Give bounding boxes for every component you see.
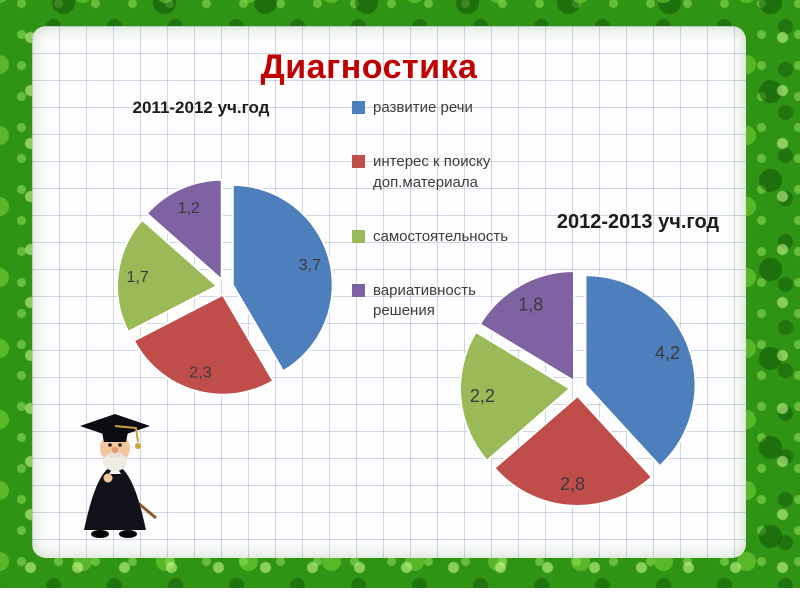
pie-value-label: 3,7: [299, 257, 321, 274]
legend-item: вариативность решения: [352, 281, 527, 322]
pie-slice: [492, 394, 654, 507]
pie-value-label: 1,7: [127, 269, 149, 286]
slide-title: Диагностика: [260, 48, 478, 86]
pie-slice: [116, 218, 219, 334]
pie-chart-2011-2012: 3,7 2,3 1,7 1,2: [116, 178, 334, 396]
professor-beard: [103, 453, 127, 471]
legend-label: самостоятельность: [373, 227, 509, 245]
cap-tassel-end: [135, 443, 141, 449]
professor-mustache: [107, 452, 123, 458]
legend-swatch: [352, 284, 365, 297]
legend-label: развитие речи: [373, 99, 473, 116]
chart-title-2012-2013: 2012-2013 уч.год: [556, 211, 720, 233]
legend-item: интерес к поиску доп.материала: [352, 152, 527, 193]
pie-slice: [478, 270, 576, 383]
pie-slice: [584, 274, 697, 468]
legend-item: самостоятельность: [352, 227, 527, 247]
chart-legend: развитие речи интерес к поиску доп.матери…: [352, 98, 527, 322]
professor-eye: [108, 443, 112, 447]
pie-slice: [145, 178, 223, 282]
pie-value-label: 2,2: [470, 386, 495, 406]
pie-slice: [132, 293, 275, 396]
professor-mascot-illustration: [80, 414, 157, 538]
legend-label: интерес к поиску доп.материала: [373, 153, 491, 191]
professor-robe: [84, 464, 146, 530]
professor-hand: [103, 473, 113, 483]
professor-shoe: [119, 530, 137, 538]
legend-swatch: [352, 155, 365, 169]
pie-value-label: 2,3: [189, 365, 211, 382]
professor-nose: [111, 446, 119, 454]
chart-title-2011-2012: 2011-2012 уч.год: [132, 98, 270, 117]
pie-value-label: 4,2: [655, 343, 680, 363]
legend-item: развитие речи: [352, 98, 527, 118]
cap-tassel: [114, 425, 139, 443]
graduation-cap-base: [102, 432, 128, 442]
professor-eye: [118, 443, 122, 447]
pie-slice: [459, 330, 572, 463]
pie-value-label: 2,8: [560, 474, 585, 494]
pie-value-label: 1,8: [518, 294, 543, 314]
legend-swatch: [352, 229, 365, 243]
pie-chart-2012-2013: 4,2 2,8 2,2 1,8: [459, 270, 697, 507]
professor-shoe: [91, 530, 109, 538]
legend-label: вариативность решения: [373, 282, 476, 320]
slide-canvas: Диагностика 2011-2012 уч.год 3,7 2,3 1,7 1,…: [32, 26, 746, 558]
pie-slice: [231, 183, 334, 373]
pie-value-label: 1,2: [178, 200, 200, 217]
legend-swatch: [352, 101, 365, 114]
